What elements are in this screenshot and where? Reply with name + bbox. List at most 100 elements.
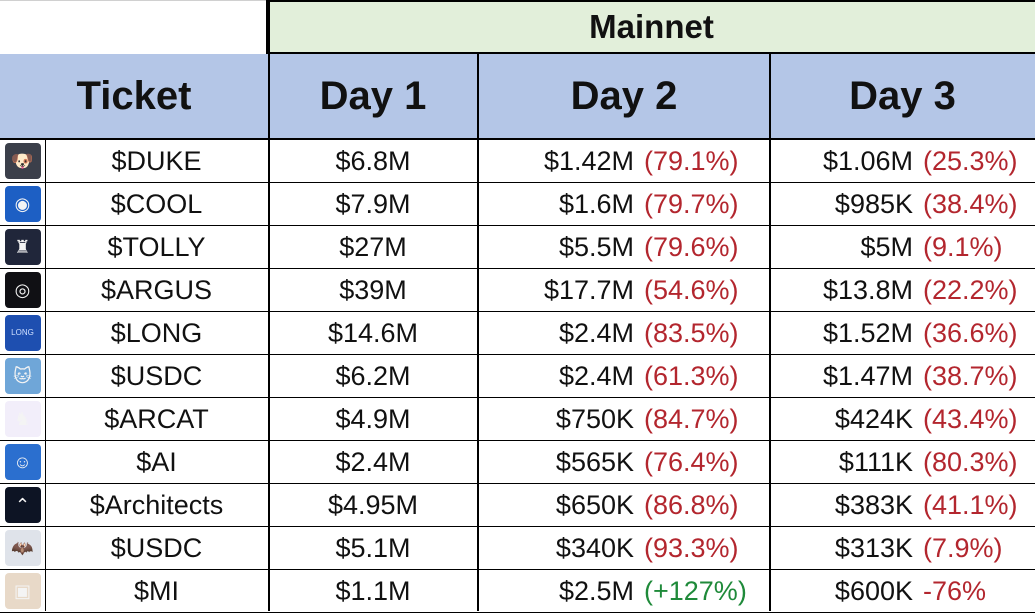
day3-change: (43.4%) — [923, 403, 1018, 434]
day3-cell: $600K -76% — [770, 570, 1035, 612]
ticket-cell: $AI — [136, 446, 177, 477]
day3-value: $424K — [834, 403, 913, 434]
token-icon-cell: ☺ — [0, 441, 45, 483]
table-row: ◎ $ARGUS $39M $17.7M (54.6%) $13.8M (22.… — [0, 269, 1035, 312]
day2-cell: $2.4M (83.5%) — [478, 312, 770, 354]
sunglasses-icon: ◉ — [4, 186, 41, 222]
day2-cell: $565K (76.4%) — [478, 441, 770, 483]
token-icon-cell: ♜ — [0, 226, 45, 268]
table-row: 🐱 $USDC $6.2M $2.4M (61.3%) $1.47M (38.7… — [0, 355, 1035, 398]
day3-cell: $13.8M (22.2%) — [770, 269, 1035, 311]
token-icon-cell: ▣ — [0, 570, 45, 612]
ticket-cell: $USDC — [110, 360, 203, 391]
day2-change: (83.5%) — [644, 317, 739, 348]
robot-icon: ☺ — [4, 444, 41, 480]
castle-icon: ♜ — [4, 229, 41, 265]
day3-value: $111K — [838, 446, 913, 477]
token-icon-cell: 🐱 — [0, 355, 45, 397]
group-header-row: Mainnet — [0, 0, 1035, 54]
ticket-cell: $Architects — [89, 489, 224, 520]
grid-line — [268, 0, 270, 611]
column-header-row: Ticket Day 1 Day 2 Day 3 — [0, 54, 1035, 140]
grid-line — [477, 54, 479, 611]
day3-change: -76% — [923, 575, 987, 606]
day3-value: $1.06M — [822, 145, 913, 176]
bat-icon: 🦇 — [4, 530, 41, 566]
day3-change: (38.7%) — [923, 360, 1018, 391]
day3-cell: $1.52M (36.6%) — [770, 312, 1035, 354]
table-row: ♞ $ARCAT $4.9M $750K (84.7%) $424K (43.4… — [0, 398, 1035, 441]
day3-change: (80.3%) — [923, 446, 1018, 477]
table-row: ⌃ $Architects $4.95M $650K (86.8%) $383K… — [0, 484, 1035, 527]
day2-change: (+127%) — [644, 575, 747, 606]
day3-change: (25.3%) — [923, 145, 1018, 176]
compass-icon: ⌃ — [4, 487, 41, 523]
day2-cell: $750K (84.7%) — [478, 398, 770, 440]
cat-icon: 🐱 — [4, 358, 41, 394]
day3-value: $383K — [834, 489, 913, 520]
day3-value: $313K — [834, 532, 913, 563]
day2-change: (93.3%) — [644, 532, 739, 563]
token-icon-cell: 🦇 — [0, 527, 45, 569]
day1-cell: $2.4M — [335, 446, 411, 477]
column-header-day3: Day 3 — [849, 73, 956, 118]
day1-cell: $4.9M — [335, 403, 411, 434]
day2-value: $5.5M — [558, 231, 634, 262]
day2-value: $565K — [555, 446, 634, 477]
day2-value: $2.5M — [558, 575, 634, 606]
day2-change: (76.4%) — [644, 446, 739, 477]
day2-cell: $650K (86.8%) — [478, 484, 770, 526]
day1-cell: $39M — [339, 274, 407, 305]
token-icon-cell: LONG — [0, 312, 45, 354]
ticket-cell: $DUKE — [111, 145, 202, 176]
day2-value: $1.42M — [543, 145, 634, 176]
day3-value: $13.8M — [822, 274, 913, 305]
day3-cell: $313K (7.9%) — [770, 527, 1035, 569]
day2-value: $750K — [555, 403, 634, 434]
pixel-cat-icon: ▣ — [4, 573, 41, 609]
table-row: 🐶 $DUKE $6.8M $1.42M (79.1%) $1.06M (25.… — [0, 140, 1035, 183]
day2-value: $2.4M — [558, 360, 634, 391]
token-icon-cell: 🐶 — [0, 140, 45, 182]
table-row: LONG $LONG $14.6M $2.4M (83.5%) $1.52M (… — [0, 312, 1035, 355]
day3-value: $1.47M — [822, 360, 913, 391]
day3-change: (22.2%) — [923, 274, 1018, 305]
token-icon-cell: ◎ — [0, 269, 45, 311]
day3-cell: $5M (9.1%) — [770, 226, 1035, 268]
ticket-cell: $ARCAT — [104, 403, 209, 434]
day1-cell: $6.8M — [335, 145, 411, 176]
token-icon-cell: ♞ — [0, 398, 45, 440]
table-row: ◉ $COOL $7.9M $1.6M (79.7%) $985K (38.4%… — [0, 183, 1035, 226]
day2-cell: $1.42M (79.1%) — [478, 140, 770, 182]
grid-line — [769, 54, 771, 611]
ticket-cell: $ARGUS — [100, 274, 213, 305]
day2-value: $650K — [555, 489, 634, 520]
table-row: ▣ $MI $1.1M $2.5M (+127%) $600K -76% — [0, 570, 1035, 613]
day2-change: (54.6%) — [644, 274, 739, 305]
day3-cell: $111K (80.3%) — [770, 441, 1035, 483]
column-header-day2: Day 2 — [570, 73, 678, 118]
column-header-day1: Day 1 — [319, 73, 427, 118]
day1-cell: $5.1M — [335, 532, 411, 563]
blank-header-cell — [0, 0, 268, 54]
eye-icon: ◎ — [4, 272, 41, 308]
day3-cell: $1.06M (25.3%) — [770, 140, 1035, 182]
day3-cell: $424K (43.4%) — [770, 398, 1035, 440]
day2-cell: $2.5M (+127%) — [478, 570, 770, 612]
day3-cell: $1.47M (38.7%) — [770, 355, 1035, 397]
day3-value: $1.52M — [822, 317, 913, 348]
day2-cell: $340K (93.3%) — [478, 527, 770, 569]
day3-value: $600K — [834, 575, 913, 606]
day2-cell: $17.7M (54.6%) — [478, 269, 770, 311]
table-row: ☺ $AI $2.4M $565K (76.4%) $111K (80.3%) — [0, 441, 1035, 484]
day3-cell: $985K (38.4%) — [770, 183, 1035, 225]
day1-cell: $4.95M — [327, 489, 419, 520]
mainnet-group-header: Mainnet — [268, 0, 1035, 54]
day2-change: (84.7%) — [644, 403, 739, 434]
day1-cell: $6.2M — [335, 360, 411, 391]
day3-change: (41.1%) — [923, 489, 1018, 520]
day3-value: $985K — [834, 188, 913, 219]
day1-cell: $7.9M — [335, 188, 411, 219]
day2-value: $17.7M — [543, 274, 634, 305]
